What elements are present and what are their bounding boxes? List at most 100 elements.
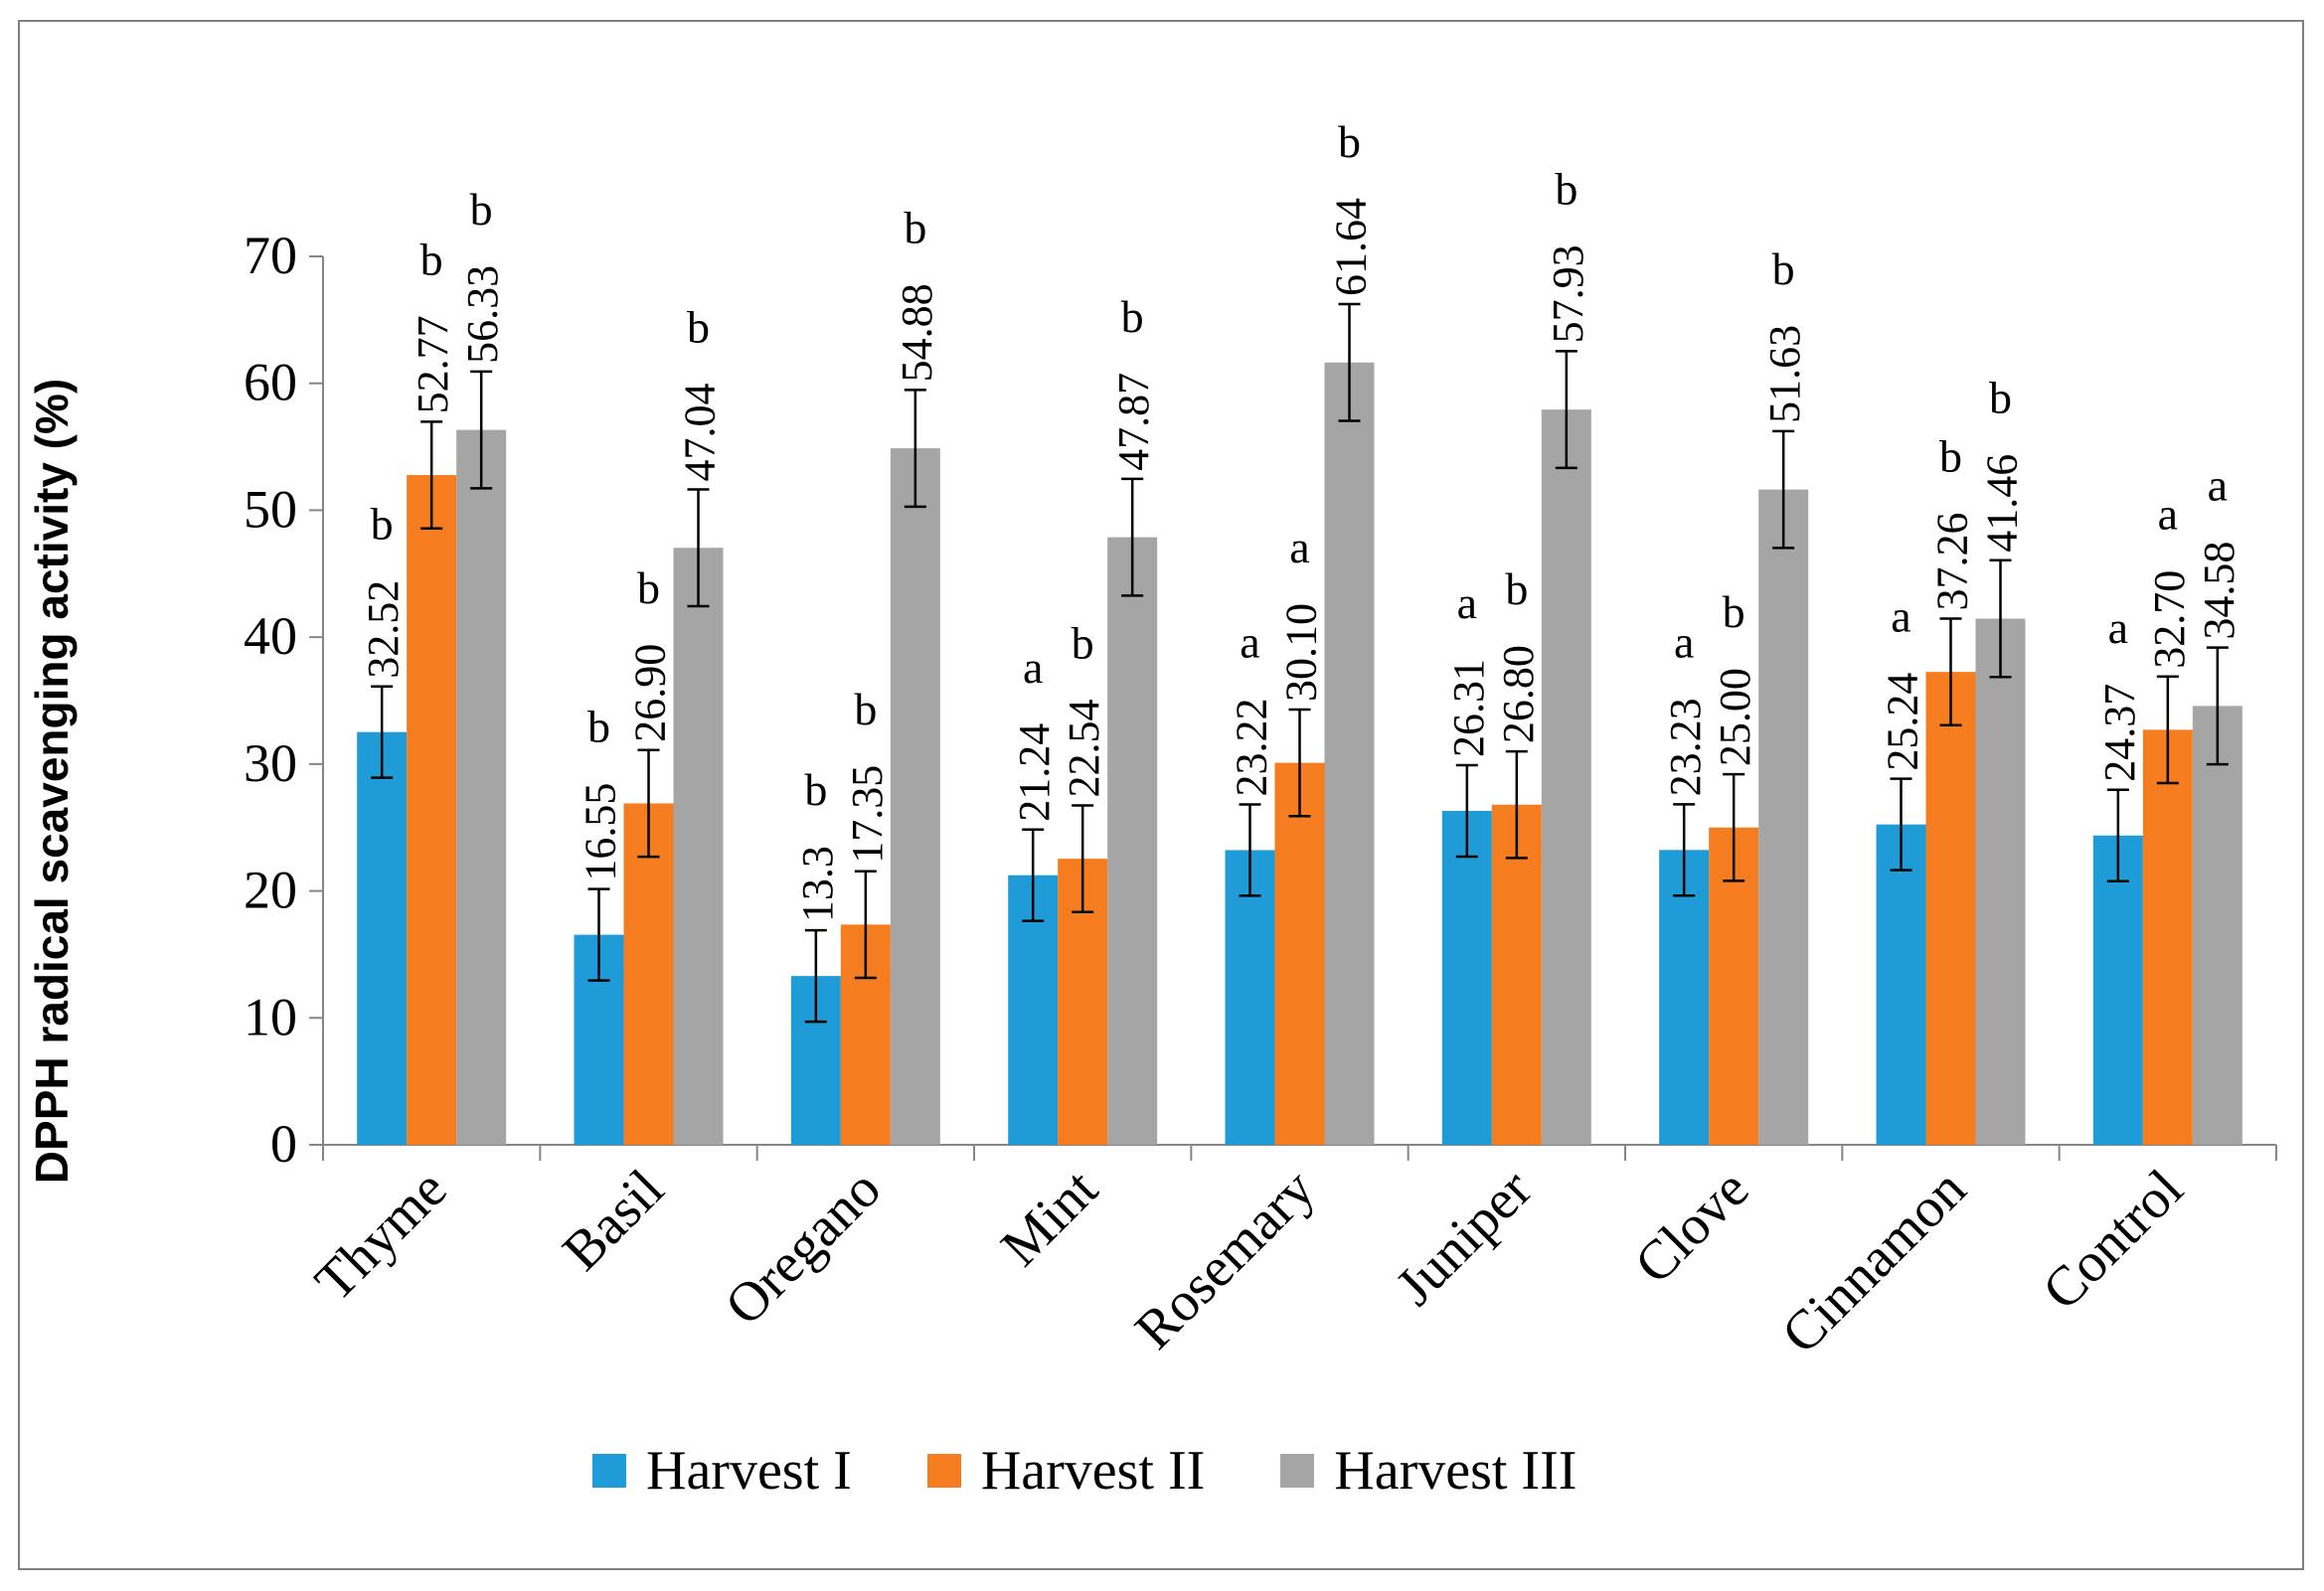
value-label-harvest-iii-thyme: 56.33 xyxy=(458,265,507,364)
value-label-harvest-ii-mint: 22.54 xyxy=(1060,699,1108,797)
significance-letter: b xyxy=(1338,116,1361,167)
value-label-harvest-iii-mint: 47.87 xyxy=(1109,373,1158,471)
significance-letter: b xyxy=(1723,586,1745,637)
significance-letter: a xyxy=(2108,602,2128,653)
category-label-control: Control xyxy=(2031,1158,2195,1322)
legend-item-harvest-i: Harvest I xyxy=(592,1439,852,1503)
y-tick-label: 50 xyxy=(244,479,297,539)
significance-letter: b xyxy=(637,562,660,613)
value-label-harvest-i-juniper: 26.31 xyxy=(1444,659,1493,757)
significance-letter: b xyxy=(1772,243,1795,294)
bar-harvest-iii-cinnamon xyxy=(1975,618,2026,1145)
value-label-harvest-iii-clove: 51.63 xyxy=(1760,325,1809,423)
value-label-harvest-ii-thyme: 52.77 xyxy=(409,315,457,413)
category-label-rosemary: Rosemary xyxy=(1123,1158,1326,1360)
y-axis-title: DPPH radical scavenging activity (%) xyxy=(26,379,78,1184)
significance-letter: a xyxy=(2208,460,2228,511)
bar-harvest-i-clove xyxy=(1659,850,1710,1145)
value-label-harvest-ii-rosemary: 30.10 xyxy=(1277,603,1326,702)
significance-letter: b xyxy=(804,764,827,815)
category-label-clove: Clove xyxy=(1623,1158,1760,1295)
bar-harvest-ii-juniper xyxy=(1491,804,1542,1145)
value-label-harvest-iii-rosemary: 61.64 xyxy=(1327,198,1376,296)
bar-harvest-ii-rosemary xyxy=(1274,762,1325,1145)
bar-harvest-i-juniper xyxy=(1441,810,1492,1145)
significance-letter: b xyxy=(470,184,493,235)
legend-label-harvest-iii: Harvest III xyxy=(1334,1440,1577,1502)
significance-letter: b xyxy=(854,684,877,734)
bars xyxy=(357,362,2242,1146)
y-tick-label: 70 xyxy=(244,226,297,285)
value-label-harvest-i-thyme: 32.52 xyxy=(359,580,408,679)
legend-label-harvest-ii: Harvest II xyxy=(980,1440,1206,1502)
category-label-mint: Mint xyxy=(989,1158,1109,1278)
data-labels: 32.52 b 52.77 b 56.33 b 16.55 b 26.90 b 47.04 b 13.3… xyxy=(359,116,2243,922)
bar-harvest-iii-clove xyxy=(1758,489,1809,1145)
bar-harvest-iii-juniper xyxy=(1541,409,1591,1146)
value-label-harvest-i-oregano: 13.3 xyxy=(793,846,842,922)
y-tick-label: 10 xyxy=(244,987,297,1046)
bar-harvest-ii-cinnamon xyxy=(1925,672,1976,1145)
significance-letter: a xyxy=(1240,616,1259,667)
y-tick-label: 30 xyxy=(244,733,297,793)
bar-harvest-ii-thyme xyxy=(407,475,457,1145)
bar-harvest-iii-oregano xyxy=(890,448,940,1145)
significance-letter: a xyxy=(1289,522,1309,572)
value-label-harvest-iii-juniper: 57.93 xyxy=(1544,244,1592,343)
value-label-harvest-iii-control: 34.58 xyxy=(2195,542,2243,640)
significance-letter: b xyxy=(1505,563,1528,614)
value-label-harvest-ii-oregano: 17.35 xyxy=(843,765,892,864)
category-label-juniper: Juniper xyxy=(1385,1158,1545,1318)
legend-swatch-harvest-i xyxy=(592,1454,626,1488)
bar-harvest-iii-mint xyxy=(1107,537,1158,1145)
y-tick-label: 0 xyxy=(270,1114,297,1174)
category-label-oregano: Oregano xyxy=(714,1158,893,1337)
significance-letter: b xyxy=(1939,430,1962,481)
category-labels: Thyme Basil Oregano Mint Rosemary Juniper Clov… xyxy=(303,1158,2195,1365)
value-label-harvest-i-basil: 16.55 xyxy=(577,783,625,881)
bar-harvest-i-cinnamon xyxy=(1876,824,1926,1145)
bar-harvest-iii-basil xyxy=(673,548,724,1145)
bar-harvest-i-thyme xyxy=(357,731,408,1145)
significance-letter: b xyxy=(1072,617,1094,668)
legend-swatch-harvest-iii xyxy=(1280,1454,1315,1488)
y-tick-label: 60 xyxy=(244,353,297,412)
error-bars xyxy=(371,302,2229,1024)
bar-harvest-i-control xyxy=(2092,835,2143,1145)
significance-letter: a xyxy=(1891,591,1910,642)
significance-letter: a xyxy=(1674,616,1694,667)
value-label-harvest-ii-clove: 25.00 xyxy=(1711,668,1759,766)
y-tick-label: 40 xyxy=(244,606,297,666)
significance-letter: b xyxy=(587,702,610,752)
category-label-cinnamon: Cinnamon xyxy=(1770,1158,1978,1365)
significance-letter: b xyxy=(904,202,926,252)
bar-harvest-iii-rosemary xyxy=(1324,362,1375,1145)
bar-harvest-iii-control xyxy=(2192,706,2242,1145)
bar-harvest-iii-thyme xyxy=(456,429,507,1145)
value-label-harvest-ii-juniper: 26.80 xyxy=(1494,645,1543,743)
value-label-harvest-i-clove: 23.23 xyxy=(1661,698,1710,796)
significance-letter: b xyxy=(1555,163,1577,214)
value-label-harvest-ii-control: 32.70 xyxy=(2145,570,2194,669)
value-label-harvest-i-control: 24.37 xyxy=(2095,684,2144,782)
significance-letter: b xyxy=(1989,373,2012,423)
significance-letter: b xyxy=(420,234,443,284)
significance-letter: a xyxy=(2158,489,2178,540)
legend-item-harvest-iii: Harvest III xyxy=(1280,1439,1577,1503)
value-label-harvest-ii-cinnamon: 37.26 xyxy=(1928,512,1977,610)
legend: Harvest I Harvest II Harvest III xyxy=(592,1431,1577,1511)
chart-frame xyxy=(18,20,2304,1570)
legend-label-harvest-i: Harvest I xyxy=(646,1440,852,1502)
y-tick-label: 20 xyxy=(244,861,297,920)
value-label-harvest-ii-basil: 26.90 xyxy=(626,644,675,742)
value-label-harvest-i-cinnamon: 25.24 xyxy=(1879,673,1927,771)
value-label-harvest-iii-cinnamon: 41.46 xyxy=(1978,454,2027,553)
value-label-harvest-i-mint: 21.24 xyxy=(1010,723,1059,822)
value-label-harvest-i-rosemary: 23.22 xyxy=(1228,698,1276,796)
significance-letter: b xyxy=(371,499,394,550)
significance-letter: a xyxy=(1023,642,1043,693)
bar-harvest-i-rosemary xyxy=(1225,850,1275,1145)
legend-item-harvest-ii: Harvest II xyxy=(926,1439,1206,1503)
significance-letter: b xyxy=(687,301,710,352)
